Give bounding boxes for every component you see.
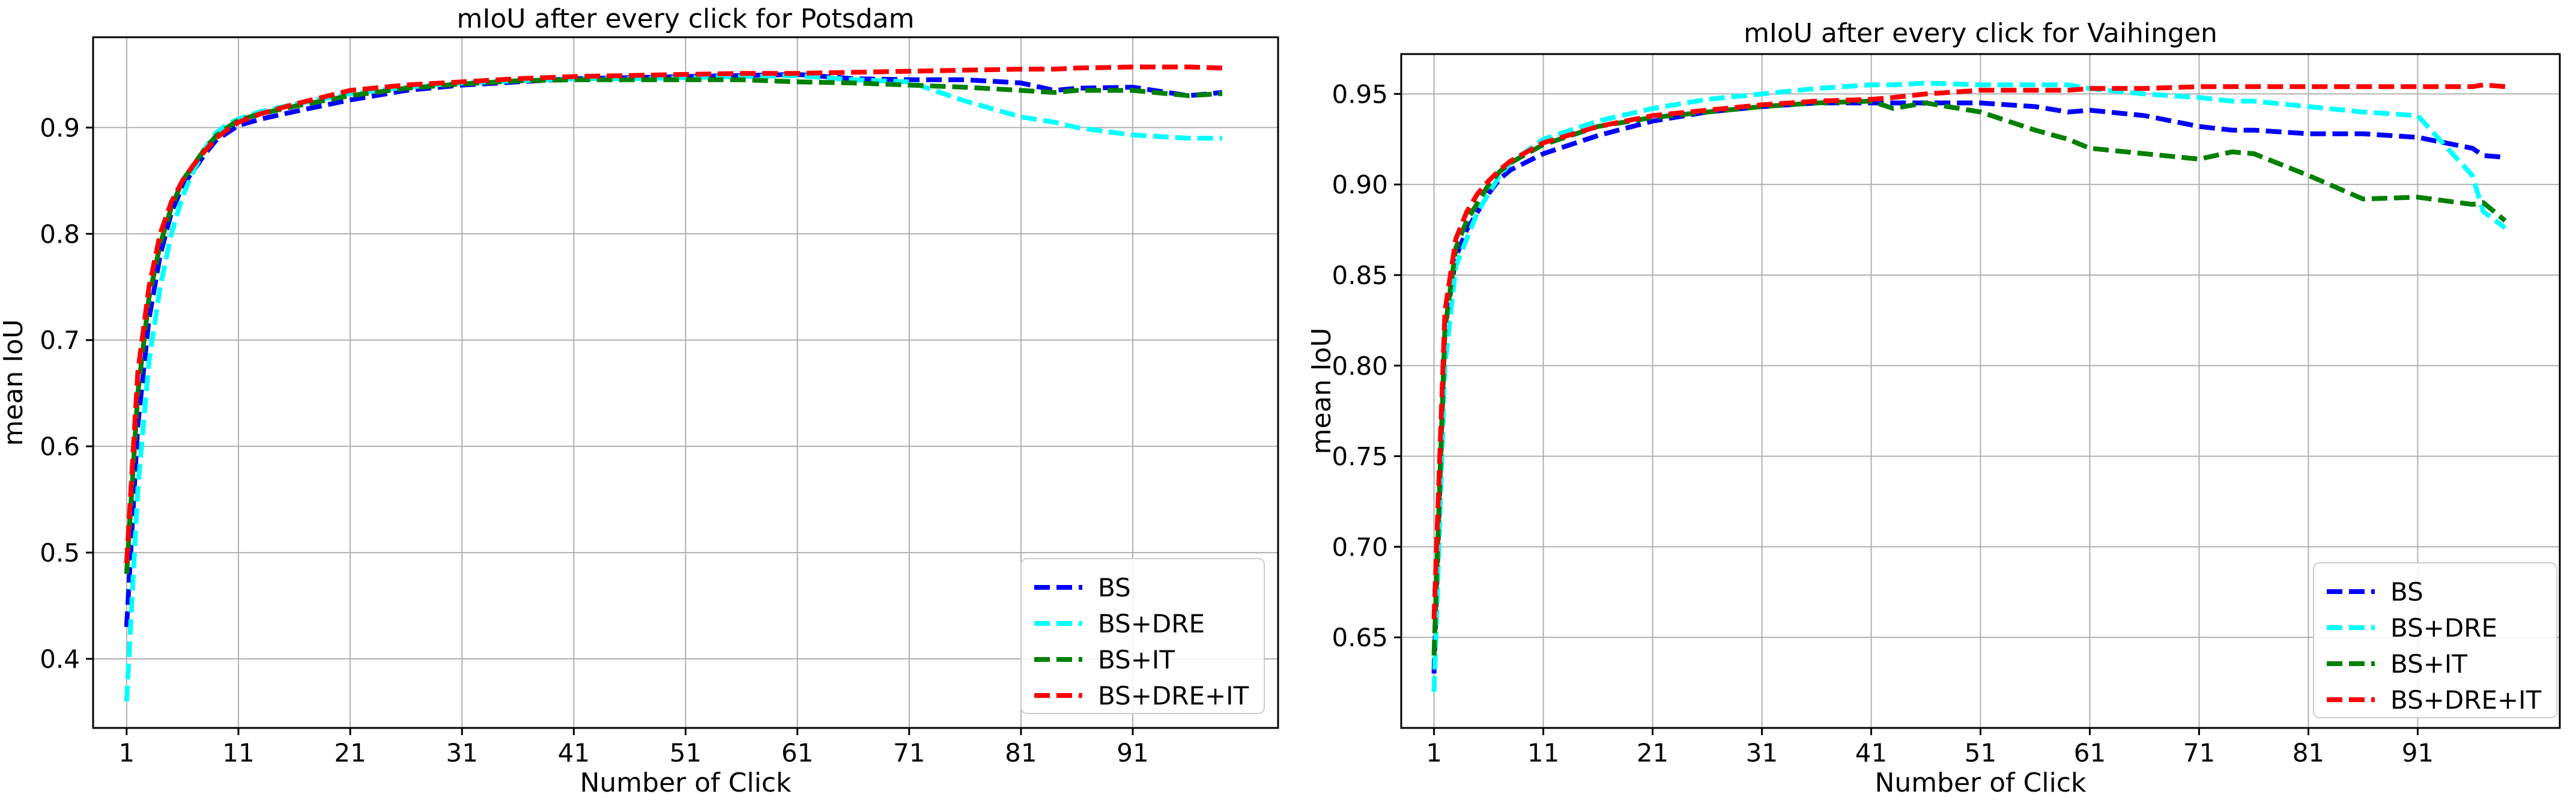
vaihingen-xtick-label: 41 xyxy=(1855,738,1887,768)
potsdam-xtick-label: 41 xyxy=(558,738,590,768)
vaihingen-xtick-label: 61 xyxy=(2074,738,2106,768)
vaihingen-ytick-label: 0.95 xyxy=(1332,79,1388,109)
vaihingen-series-bs-dre-line xyxy=(1431,80,2507,692)
vaihingen-ytick-label: 0.75 xyxy=(1332,442,1388,471)
potsdam-chart-title: mIoU after every click for Potsdam xyxy=(457,4,915,34)
potsdam-legend-label: BS+DRE xyxy=(1098,609,1205,638)
vaihingen-xtick-label: 51 xyxy=(1965,738,1996,768)
potsdam-ytick-label: 0.6 xyxy=(40,432,80,461)
vaihingen-x-axis-label: Number of Click xyxy=(1875,768,2087,798)
potsdam-legend: BS BS+DRE BS+IT BS+DRE+IT xyxy=(1020,558,1265,714)
vaihingen-xtick-label: 21 xyxy=(1637,738,1668,768)
potsdam-legend-label: BS+IT xyxy=(1098,645,1175,674)
potsdam-xtick-label: 81 xyxy=(1005,738,1037,768)
vaihingen-legend-label: BS xyxy=(2390,577,2423,607)
potsdam-xtick-label: 31 xyxy=(446,738,478,768)
potsdam-series-bs-line xyxy=(124,71,1223,628)
potsdam-xtick-label: 11 xyxy=(222,738,254,768)
potsdam-series-bs-dre-it-line xyxy=(124,64,1223,564)
vaihingen-xtick-label: 1 xyxy=(1426,738,1442,768)
vaihingen-chart-title: mIoU after every click for Vaihingen xyxy=(1744,18,2217,49)
vaihingen-ytick-label: 0.85 xyxy=(1332,261,1388,290)
potsdam-x-axis-label: Number of Click xyxy=(580,768,792,798)
vaihingen-series-bs-line xyxy=(1431,100,2506,674)
potsdam-ytick-label: 0.4 xyxy=(40,644,80,674)
vaihingen-legend-box xyxy=(2313,562,2557,718)
potsdam-xtick-label: 61 xyxy=(781,738,813,768)
vaihingen-legend-label: BS+DRE xyxy=(2390,613,2497,643)
potsdam-ytick-label: 0.8 xyxy=(40,219,80,249)
potsdam-xtick-label: 1 xyxy=(118,738,135,768)
vaihingen-xtick-label: 81 xyxy=(2293,738,2324,768)
vaihingen-ytick-label: 0.65 xyxy=(1332,623,1388,652)
vaihingen-series-bs-dre-it-line xyxy=(1431,82,2506,620)
potsdam-xtick-label: 51 xyxy=(670,738,702,768)
vaihingen-xtick-label: 11 xyxy=(1527,738,1559,768)
potsdam-series-bs-it-line xyxy=(124,77,1223,574)
vaihingen-ytick-label: 0.90 xyxy=(1332,170,1388,199)
vaihingen-xtick-label: 91 xyxy=(2402,738,2434,768)
potsdam-xtick-label: 21 xyxy=(334,738,366,768)
vaihingen-legend: BS BS+DRE BS+IT BS+DRE+IT xyxy=(2313,562,2557,718)
vaihingen-y-axis-label: mean IoU xyxy=(1306,328,1337,455)
potsdam-legend-label: BS+DRE+IT xyxy=(1098,681,1249,711)
potsdam-xtick-label: 71 xyxy=(893,738,925,768)
potsdam-xtick-label: 91 xyxy=(1117,738,1148,768)
potsdam-legend-box xyxy=(1020,558,1265,714)
vaihingen-xtick-label: 71 xyxy=(2183,738,2215,768)
vaihingen-chart: 1 11 21 31 41 51 61 71 81 910.650.700.750.800.850… xyxy=(1306,18,2561,798)
potsdam-ytick-label: 0.5 xyxy=(40,538,80,568)
vaihingen-xtick-label: 31 xyxy=(1746,738,1778,768)
potsdam-legend-label: BS xyxy=(1098,573,1131,602)
vaihingen-legend-label: BS+DRE+IT xyxy=(2390,685,2542,715)
vaihingen-ytick-label: 0.80 xyxy=(1332,351,1388,381)
potsdam-chart: 1 11 21 31 41 51 61 71 81 910.40.50.60.70.80.9mIo… xyxy=(0,4,1279,798)
vaihingen-legend-label: BS+IT xyxy=(2390,649,2467,679)
vaihingen-ytick-label: 0.70 xyxy=(1332,532,1388,562)
potsdam-ytick-label: 0.7 xyxy=(40,326,80,355)
potsdam-ytick-label: 0.9 xyxy=(40,113,80,142)
potsdam-y-axis-label: mean IoU xyxy=(0,320,29,446)
